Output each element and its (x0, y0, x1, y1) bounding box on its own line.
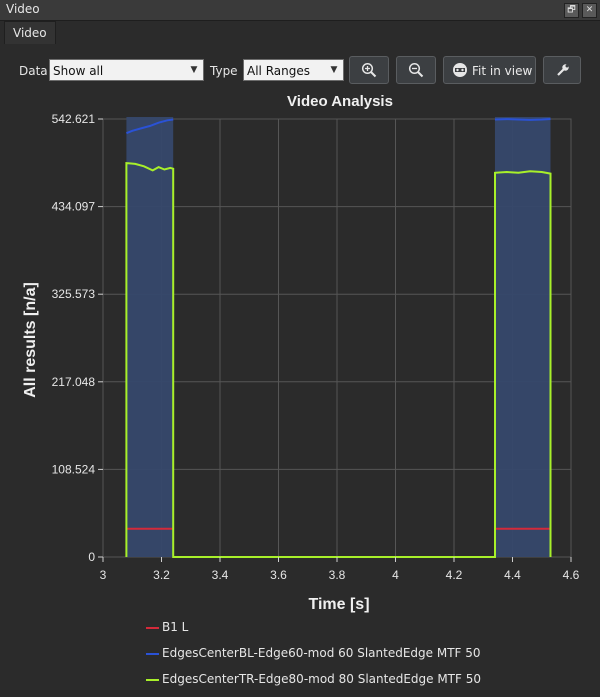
x-tick-label: 4 (392, 568, 399, 582)
legend-swatch (146, 653, 159, 655)
data-label: Data (19, 64, 48, 78)
x-tick-label: 4.2 (446, 568, 463, 582)
plot-series (125, 118, 552, 558)
tab-video[interactable]: Video (4, 21, 56, 44)
data-select[interactable]: Show all ▼ (49, 59, 204, 81)
x-tick-label: 3.2 (153, 568, 170, 582)
series-bl-line (494, 118, 551, 121)
chevron-down-icon: ▼ (327, 63, 341, 77)
type-label: Type (210, 64, 238, 78)
chart-title: Video Analysis (287, 93, 393, 110)
legend-item-bl[interactable]: EdgesCenterBL-Edge60-mod 60 SlantedEdge … (140, 644, 580, 664)
highlight-range (126, 117, 174, 557)
legend-item-tr[interactable]: EdgesCenterTR-Edge80-mod 80 SlantedEdge … (140, 670, 580, 690)
type-select[interactable]: All Ranges ▼ (243, 59, 344, 81)
legend-swatch (146, 627, 159, 629)
legend-label: EdgesCenterTR-Edge80-mod 80 SlantedEdge … (162, 672, 481, 686)
highlight-range (494, 117, 551, 557)
x-tick-label: 3.8 (329, 568, 346, 582)
settings-button[interactable] (543, 56, 581, 84)
toolbar: Data Show all ▼ Type All Ranges ▼ Fit in… (0, 56, 600, 86)
legend-label: B1 L (162, 620, 189, 634)
fit-in-view-label: Fit in view (472, 64, 533, 78)
tab-bar: Video (0, 21, 600, 44)
window-titlebar: Video 🗗 ✕ (0, 0, 600, 21)
y-tick-label: 108.524 (52, 462, 96, 476)
video-analysis-chart[interactable]: Video Analysis 3 3.2 3.4 3.6 3.8 4 4.2 4.4 4.6 0 1… (0, 86, 600, 616)
legend-label: EdgesCenterBL-Edge60-mod 60 SlantedEdge … (162, 646, 481, 660)
series-bl-line (126, 118, 174, 135)
data-select-value: Show all (53, 64, 104, 78)
highlight-ranges (126, 117, 551, 557)
zoom-out-icon (408, 62, 424, 78)
fit-in-view-button[interactable]: Fit in view (443, 56, 536, 84)
y-tick-label: 0 (88, 550, 95, 564)
zoom-out-button[interactable] (396, 56, 436, 84)
y-tick-label: 325.573 (52, 287, 96, 301)
x-tick-label: 3.4 (212, 568, 229, 582)
legend-swatch (146, 679, 159, 681)
window-title: Video (6, 2, 40, 16)
zoom-in-button[interactable] (349, 56, 389, 84)
x-tick-label: 3 (100, 568, 107, 582)
close-button[interactable]: ✕ (582, 3, 597, 18)
chevron-down-icon: ▼ (187, 63, 201, 77)
type-select-value: All Ranges (247, 64, 310, 78)
x-tick-label: 4.4 (504, 568, 521, 582)
x-tick-label: 4.6 (563, 568, 580, 582)
y-tick-label: 434.097 (52, 200, 96, 214)
wrench-icon (557, 64, 569, 76)
x-axis-label: Time [s] (308, 596, 369, 613)
y-tick-label: 542.621 (52, 112, 96, 126)
legend-item-b1[interactable]: B1 L (140, 618, 580, 638)
series-tr-line (125, 162, 552, 558)
axis-ticks: 3 3.2 3.4 3.6 3.8 4 4.2 4.4 4.6 0 108.524 217.048 32… (52, 112, 580, 582)
restore-button[interactable]: 🗗 (564, 3, 579, 18)
fit-view-icon (453, 63, 467, 77)
zoom-in-icon (361, 62, 377, 78)
y-axis-label: All results [n/a] (22, 282, 39, 398)
x-tick-label: 3.6 (270, 568, 287, 582)
y-tick-label: 217.048 (52, 375, 96, 389)
